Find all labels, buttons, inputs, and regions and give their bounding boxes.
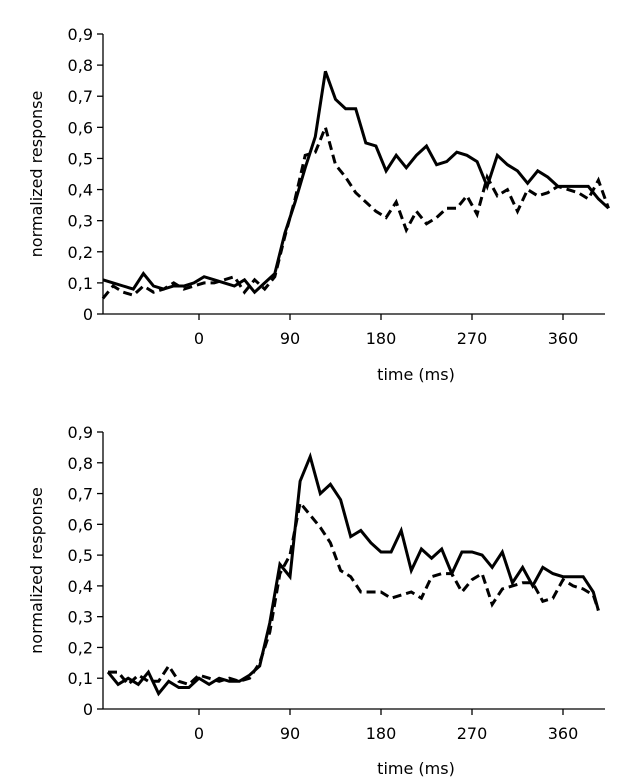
chart-bottom: 0 0,1 0,2 0,3 0,4 0,5 0,6 0,7 0,8 0,9 0 90 180 270 360… [27,423,605,778]
x-tick-label: 180 [366,724,397,743]
x-tick-label: 0 [194,329,204,348]
y-tick-label: 0,7 [68,87,93,106]
y-tick-label: 0,8 [68,454,93,473]
x-tick-label: 0 [194,724,204,743]
y-tick-label: 0,6 [68,118,93,137]
y-tick-label: 0,7 [68,485,93,504]
series-line-solid [102,70,610,295]
y-tick-label: 0,9 [68,423,93,442]
y-tick-label: 0,6 [68,515,93,534]
y-tick-label: 0,8 [68,56,93,75]
x-axis-label: time (ms) [377,365,455,384]
chart-top: 0 0,1 0,2 0,3 0,4 0,5 0,6 0,7 0,8 0,9 0 90 180 270 360… [27,25,610,384]
x-axis-label: time (ms) [377,759,455,778]
y-tick-label: 0,2 [68,243,93,262]
y-tick-label: 0,3 [68,608,93,627]
y-tick-label: 0,1 [68,274,93,293]
series-line-dashed [101,122,610,300]
y-tick-label: 0,4 [68,181,93,200]
series-line-solid [106,451,600,697]
x-tick-label: 360 [548,724,579,743]
y-tick-label: 0,5 [68,149,93,168]
series-line-dashed [108,499,600,687]
x-tick-label: 270 [457,329,488,348]
y-axis-label: normalized response [27,487,46,654]
x-tick-label: 270 [457,724,488,743]
y-tick-label: 0,9 [68,25,93,44]
y-tick-label: 0,4 [68,577,93,596]
y-tick-label: 0 [83,700,93,719]
y-tick-label: 0 [83,305,93,324]
y-axis-label: normalized response [27,91,46,258]
y-tick-label: 0,5 [68,546,93,565]
y-tick-label: 0,1 [68,669,93,688]
x-tick-label: 360 [548,329,579,348]
x-tick-label: 90 [280,329,300,348]
y-tick-label: 0,2 [68,638,93,657]
x-tick-label: 180 [366,329,397,348]
y-tick-label: 0,3 [68,212,93,231]
x-tick-label: 90 [280,724,300,743]
